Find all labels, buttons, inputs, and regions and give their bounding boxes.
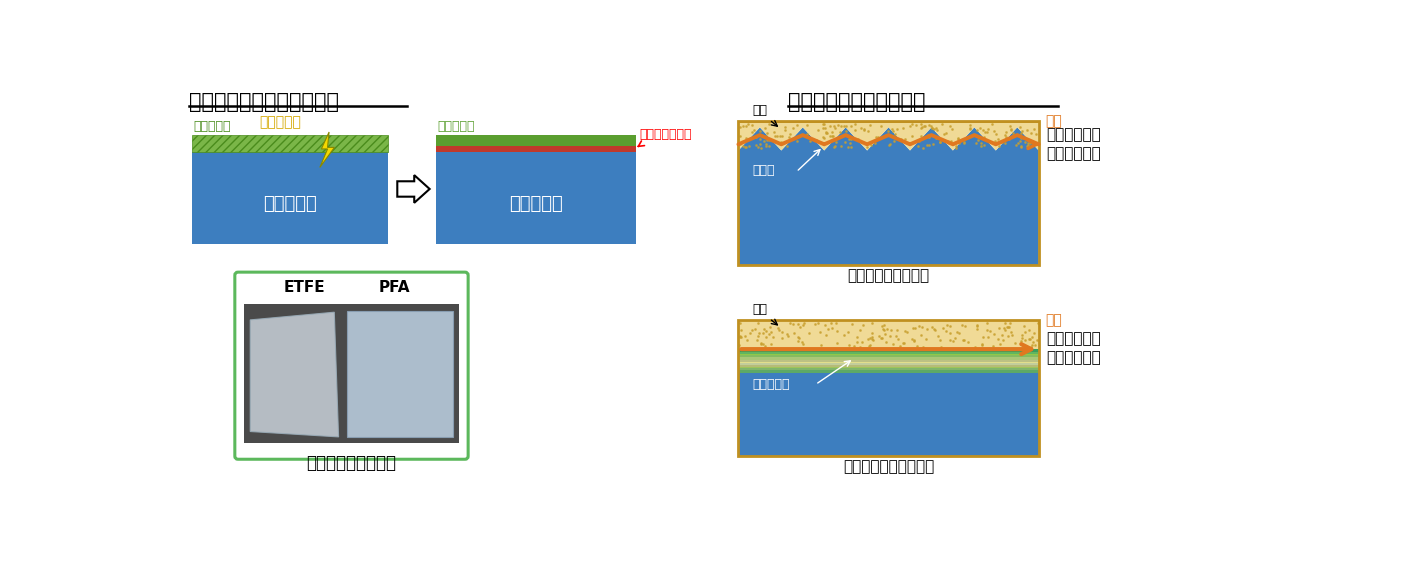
Text: 本手法による平滑接合: 本手法による平滑接合 <box>844 459 934 475</box>
Text: 導体: 導体 <box>752 104 767 117</box>
Polygon shape <box>250 312 339 437</box>
Bar <box>739 367 1039 370</box>
Bar <box>739 320 1039 349</box>
Text: 信号経路：短: 信号経路：短 <box>1047 331 1101 346</box>
Bar <box>739 355 1039 357</box>
Bar <box>244 305 459 443</box>
Text: 高周波回路への応用展望: 高周波回路への応用展望 <box>788 92 926 112</box>
Bar <box>739 352 1039 355</box>
Bar <box>739 370 1039 373</box>
Bar <box>739 360 1039 362</box>
Polygon shape <box>739 127 1039 265</box>
Text: 電流: 電流 <box>1044 312 1061 327</box>
Bar <box>739 362 1039 365</box>
Text: 開発した表面改質プロセス: 開発した表面改質プロセス <box>189 92 339 112</box>
Text: 電流: 電流 <box>1044 114 1061 128</box>
Bar <box>739 121 1039 123</box>
Polygon shape <box>739 121 1039 150</box>
Bar <box>739 357 1039 360</box>
Bar <box>739 349 1039 456</box>
Bar <box>192 152 389 245</box>
Text: 紫外光照射: 紫外光照射 <box>259 115 301 129</box>
Text: 表面改質フッ素樹脂: 表面改質フッ素樹脂 <box>307 454 397 472</box>
Text: 導体: 導体 <box>752 303 767 316</box>
Bar <box>739 320 1039 456</box>
Text: 有機金属膜: 有機金属膜 <box>194 121 230 134</box>
Text: 伝送損失：小: 伝送損失：小 <box>1047 350 1101 365</box>
Bar <box>435 146 636 152</box>
Polygon shape <box>397 175 430 203</box>
Bar <box>435 135 636 146</box>
Bar <box>435 152 636 245</box>
FancyBboxPatch shape <box>235 272 468 459</box>
Polygon shape <box>319 132 335 167</box>
Text: フッ素樹脂: フッ素樹脂 <box>509 195 562 213</box>
Bar <box>739 320 1039 321</box>
Text: 従来のアンカー接合: 従来のアンカー接合 <box>848 269 930 284</box>
Text: フッ素樹脂: フッ素樹脂 <box>263 195 317 213</box>
Text: ETFE: ETFE <box>284 280 325 295</box>
Text: 伝送損失：大: 伝送損失：大 <box>1047 146 1101 161</box>
Text: 粗化面: 粗化面 <box>752 164 774 177</box>
Text: 高強度接合界面: 高強度接合界面 <box>640 128 692 141</box>
Bar <box>192 135 389 152</box>
Bar <box>739 121 1039 265</box>
Bar <box>739 349 1039 352</box>
Bar <box>739 365 1039 368</box>
Text: 表面改質面: 表面改質面 <box>752 378 790 390</box>
Text: PFA: PFA <box>379 280 410 295</box>
Text: 無機金属膜: 無機金属膜 <box>438 121 475 134</box>
Polygon shape <box>348 311 452 437</box>
Text: 信号経路：長: 信号経路：長 <box>1047 127 1101 142</box>
